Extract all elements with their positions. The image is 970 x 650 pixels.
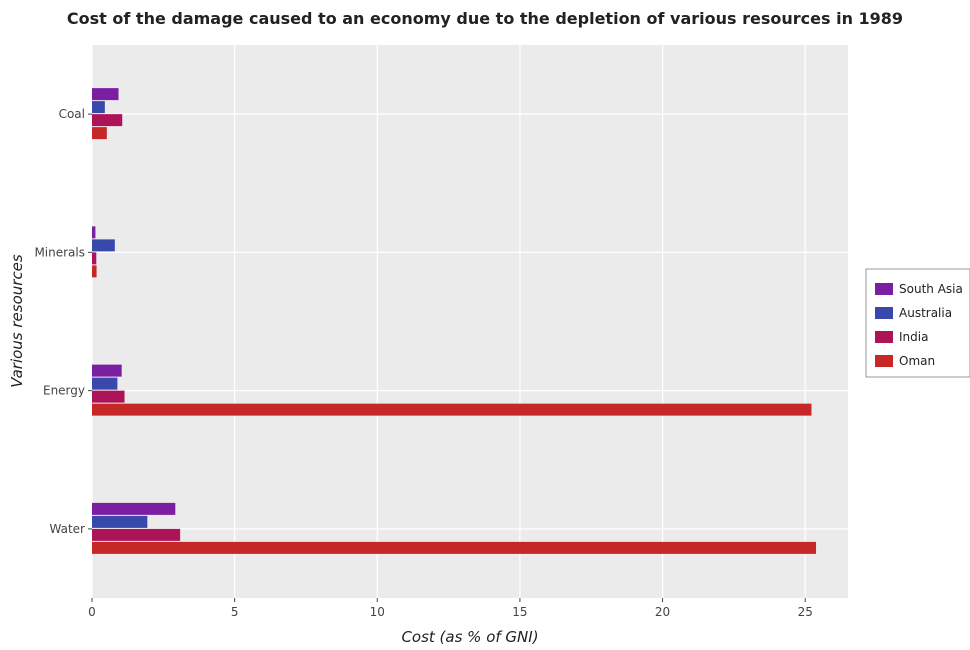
bar-energy-india bbox=[92, 390, 125, 403]
y-ticks: Coal Minerals Energy Water bbox=[34, 107, 92, 536]
bar-coal-australia bbox=[92, 101, 105, 114]
bar-coal-india bbox=[92, 114, 123, 127]
bars-layer bbox=[92, 88, 817, 554]
x-tick-label: 15 bbox=[512, 605, 527, 619]
y-tick-label: Energy bbox=[43, 384, 85, 398]
x-tick-label: 0 bbox=[88, 605, 96, 619]
bar-minerals-south-asia bbox=[92, 226, 96, 239]
y-tick-label: Water bbox=[50, 522, 86, 536]
legend-swatch bbox=[875, 355, 893, 367]
legend-label: India bbox=[899, 330, 928, 344]
bar-coal-oman bbox=[92, 127, 107, 140]
legend-swatch bbox=[875, 307, 893, 319]
y-tick-label: Coal bbox=[59, 107, 85, 121]
x-tick-label: 10 bbox=[370, 605, 385, 619]
legend-swatch bbox=[875, 283, 893, 295]
bar-coal-south-asia bbox=[92, 88, 119, 101]
bar-water-south-asia bbox=[92, 502, 176, 515]
legend-label: Oman bbox=[899, 354, 935, 368]
y-axis-label: Various resources bbox=[8, 254, 26, 388]
plot-area bbox=[92, 45, 848, 598]
bar-water-australia bbox=[92, 515, 148, 528]
bar-water-india bbox=[92, 528, 181, 541]
x-axis-label: Cost (as % of GNI) bbox=[401, 628, 538, 646]
bar-minerals-australia bbox=[92, 239, 115, 252]
legend: South Asia Australia India Oman bbox=[865, 268, 970, 378]
bar-energy-oman bbox=[92, 403, 812, 416]
bar-water-oman bbox=[92, 541, 817, 554]
bar-energy-south-asia bbox=[92, 364, 122, 377]
bar-minerals-india bbox=[92, 252, 97, 265]
y-tick-label: Minerals bbox=[34, 245, 85, 259]
legend-items: South Asia Australia India Oman bbox=[875, 282, 963, 368]
x-tick-label: 25 bbox=[798, 605, 813, 619]
bar-energy-australia bbox=[92, 377, 118, 390]
chart-title: Cost of the damage caused to an economy … bbox=[67, 9, 903, 28]
x-ticks: 0 5 10 15 20 25 bbox=[88, 598, 813, 619]
legend-label: Australia bbox=[899, 306, 952, 320]
legend-swatch bbox=[875, 331, 893, 343]
x-tick-label: 20 bbox=[655, 605, 670, 619]
bar-minerals-oman bbox=[92, 265, 97, 278]
x-tick-label: 5 bbox=[231, 605, 239, 619]
grid-layer bbox=[91, 45, 848, 598]
legend-label: South Asia bbox=[899, 282, 963, 296]
